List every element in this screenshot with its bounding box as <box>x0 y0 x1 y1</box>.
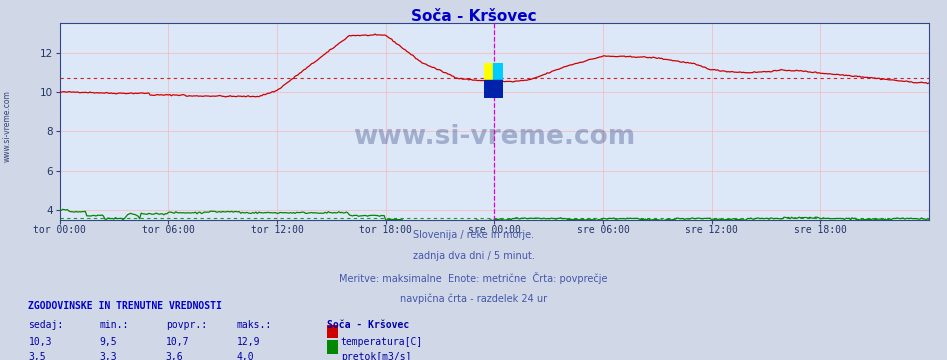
Bar <box>484 80 493 98</box>
Text: 3,5: 3,5 <box>28 352 46 360</box>
Text: 4,0: 4,0 <box>237 352 255 360</box>
Text: navpična črta - razdelek 24 ur: navpična črta - razdelek 24 ur <box>400 293 547 303</box>
Text: ZGODOVINSKE IN TRENUTNE VREDNOSTI: ZGODOVINSKE IN TRENUTNE VREDNOSTI <box>28 301 223 311</box>
Bar <box>484 63 493 80</box>
Text: povpr.:: povpr.: <box>166 320 206 330</box>
Text: sedaj:: sedaj: <box>28 320 63 330</box>
Text: 10,3: 10,3 <box>28 337 52 347</box>
Bar <box>493 63 503 80</box>
Text: min.:: min.: <box>99 320 129 330</box>
Text: 10,7: 10,7 <box>166 337 189 347</box>
Text: temperatura[C]: temperatura[C] <box>341 337 423 347</box>
Text: zadnja dva dni / 5 minut.: zadnja dva dni / 5 minut. <box>413 251 534 261</box>
Text: pretok[m3/s]: pretok[m3/s] <box>341 352 411 360</box>
Text: 3,3: 3,3 <box>99 352 117 360</box>
Text: Soča - Kršovec: Soča - Kršovec <box>327 320 409 330</box>
Text: 3,6: 3,6 <box>166 352 184 360</box>
Bar <box>493 80 503 98</box>
Text: www.si-vreme.com: www.si-vreme.com <box>353 124 635 150</box>
Text: Meritve: maksimalne  Enote: metrične  Črta: povprečje: Meritve: maksimalne Enote: metrične Črta… <box>339 272 608 284</box>
Text: Slovenija / reke in morje.: Slovenija / reke in morje. <box>413 230 534 240</box>
Text: 12,9: 12,9 <box>237 337 260 347</box>
Text: 9,5: 9,5 <box>99 337 117 347</box>
Text: Soča - Kršovec: Soča - Kršovec <box>411 9 536 24</box>
Text: maks.:: maks.: <box>237 320 272 330</box>
Text: www.si-vreme.com: www.si-vreme.com <box>3 90 12 162</box>
